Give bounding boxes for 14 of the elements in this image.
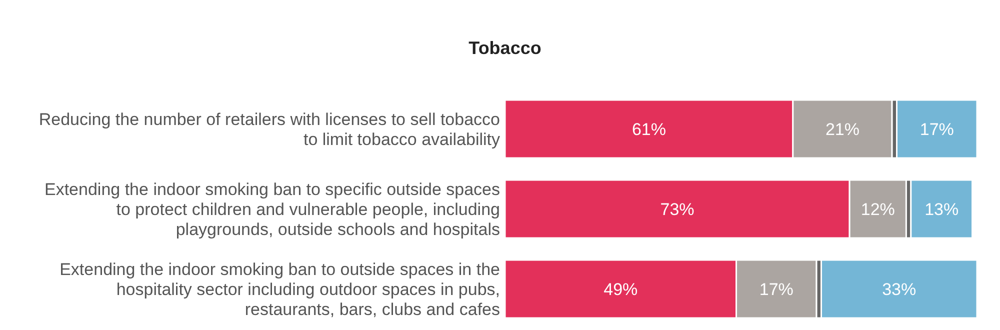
data-label: 61% — [632, 120, 666, 139]
data-label: 49% — [604, 280, 638, 299]
data-label: 33% — [882, 280, 916, 299]
bar — [820, 259, 978, 319]
y-tick-label: Extending the indoor smoking ban to outside spaces in the hospitality sector including outdoor spaces in pubs, restaurants, bars, clubs and cafes — [60, 260, 500, 319]
data-label: 13% — [924, 200, 959, 219]
data-label: 17% — [759, 280, 794, 299]
chart-title: Tobacco — [468, 38, 542, 58]
data-label: 21% — [825, 120, 860, 139]
data-label: 73% — [660, 200, 694, 219]
y-tick-label: Extending the indoor smoking ban to specific outside spaces to protect children and vulnerable people, including playgrounds, outside schools and hospitals — [44, 180, 500, 239]
data-label: 17% — [920, 120, 954, 139]
y-tick-label: Reducing the number of retailers with licenses to sell tobacco to limit tobacco availability — [38, 110, 500, 149]
data-label: 12% — [860, 200, 895, 219]
